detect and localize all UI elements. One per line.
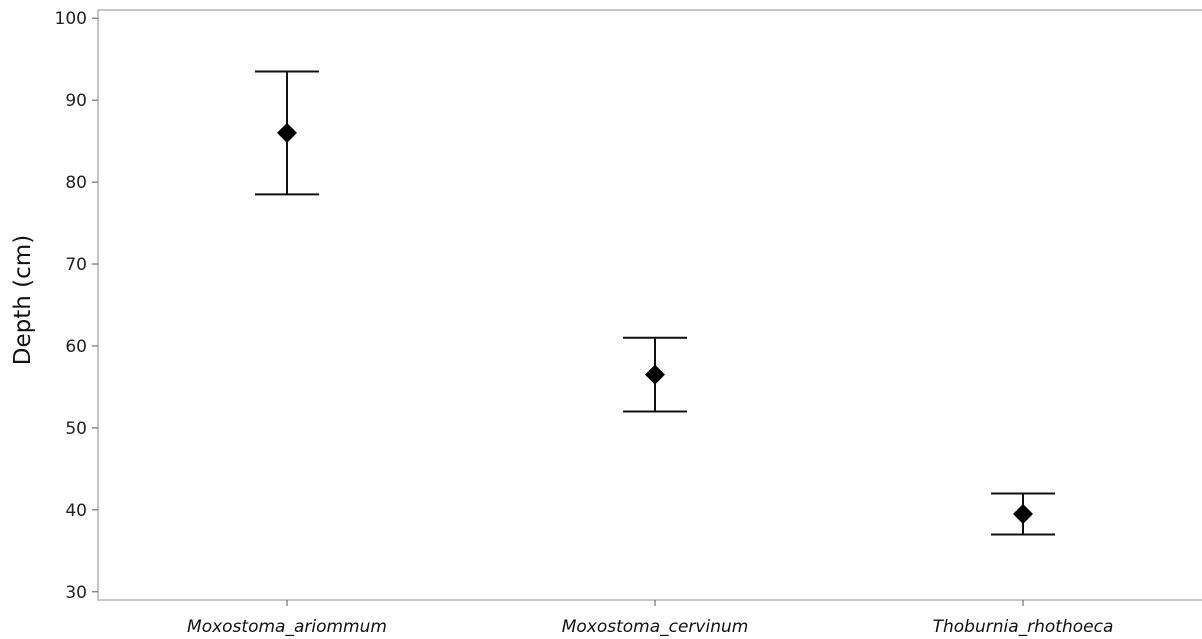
series-points [255, 70, 1055, 536]
mean-point [1013, 503, 1033, 524]
y-tick-label: 100 [55, 9, 87, 29]
x-axis: Moxostoma_ariommum Moxostoma_cervinum Thob… [187, 600, 1113, 637]
x-tick-label: Moxostoma_ariommum [187, 617, 387, 637]
y-tick-label: 40 [65, 501, 87, 521]
y-axis: 30 40 50 60 70 80 90 100 [55, 9, 98, 603]
x-tick-label: Thoburnia_rhothoeca [933, 617, 1114, 637]
plot-frame [97, 9, 1202, 601]
y-tick-label: 60 [65, 337, 87, 357]
y-tick-label: 70 [65, 255, 87, 275]
y-tick-label: 80 [65, 173, 87, 193]
y-tick-label: 50 [65, 419, 87, 439]
x-tick-label: Moxostoma_cervinum [562, 617, 749, 637]
y-axis-title: Depth (cm) [10, 235, 36, 365]
mean-point [645, 364, 665, 385]
y-tick-label: 30 [65, 583, 87, 603]
mean-point [277, 122, 297, 143]
y-tick-label: 90 [65, 91, 87, 111]
